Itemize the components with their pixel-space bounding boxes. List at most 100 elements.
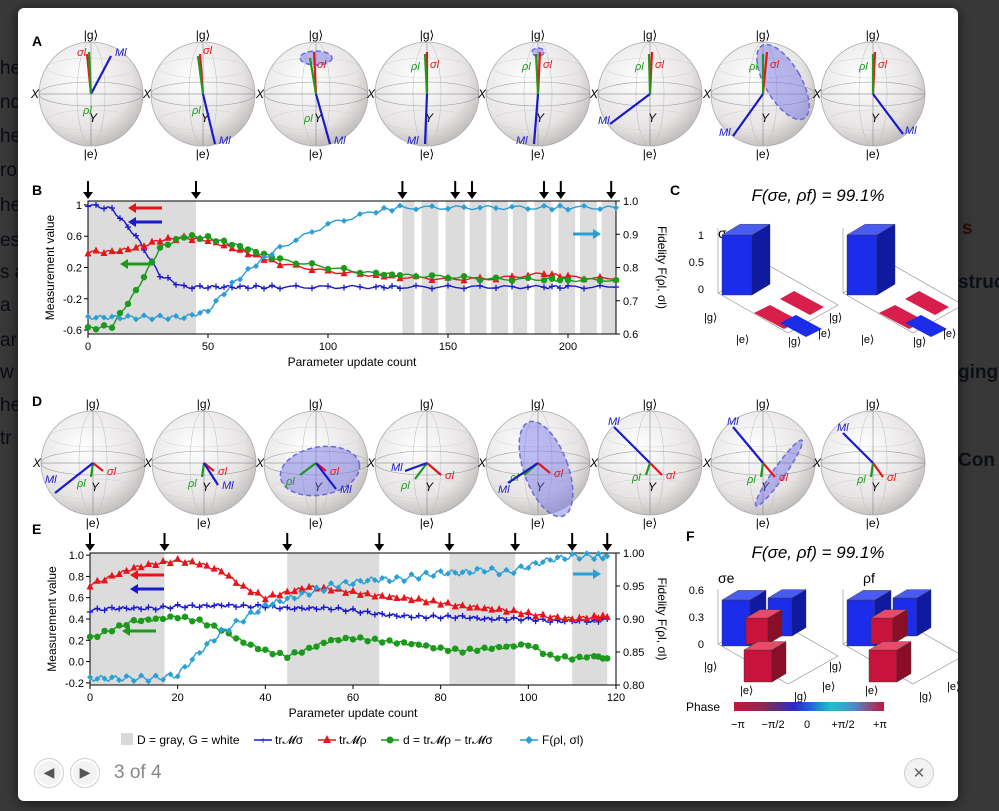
data-point (130, 617, 138, 624)
shaded-region (469, 201, 487, 334)
data-point (93, 576, 101, 584)
data-point (594, 614, 602, 622)
panel-label-c: C (670, 182, 680, 198)
data-point (269, 650, 276, 658)
axis-ket-e: |e⟩ (943, 328, 956, 340)
axis-ket-g: |g⟩ (829, 661, 842, 673)
axis-ket-e: |e⟩ (947, 681, 958, 693)
green-vector (299, 462, 317, 476)
shaded-region (580, 201, 597, 334)
data-point (284, 654, 291, 662)
prev-button[interactable]: ◀ (34, 758, 64, 788)
data-point (92, 246, 100, 254)
flat-tile (905, 291, 949, 315)
data-point (123, 673, 130, 680)
y-tick-label: -0.2 (63, 294, 82, 306)
sigma-vector-label: σl (878, 59, 888, 71)
close-button[interactable]: ✕ (904, 758, 934, 788)
x-axis-title: Parameter update count (289, 706, 418, 720)
data-point (292, 260, 300, 267)
data-point (554, 612, 562, 620)
blue-vector (609, 93, 651, 125)
data-point (400, 593, 408, 601)
data-point (84, 249, 92, 257)
data-point (108, 627, 116, 635)
data-point (508, 277, 516, 284)
legend-d-text: d = tr𝓜ρ − tr𝓜σ (403, 733, 493, 747)
next-button[interactable]: ▶ (70, 758, 100, 788)
data-point (386, 637, 393, 644)
data-point (428, 276, 436, 284)
x-axis-label: X (702, 87, 712, 101)
data-point (386, 578, 393, 585)
data-point (149, 316, 155, 323)
y-axis-label: Y (425, 111, 434, 125)
arrow-down-icon (374, 544, 385, 551)
data-point (211, 637, 218, 644)
data-point (415, 594, 423, 602)
legend-arrow-icon (122, 626, 130, 636)
data-point (225, 571, 233, 579)
blue-vector (872, 93, 904, 135)
ket-e-label: |e⟩ (420, 147, 434, 161)
M-vector-label: Ml (115, 47, 127, 59)
y-axis-label: Y (201, 111, 210, 125)
rho-vector-label: ρl (187, 478, 197, 490)
ket-g-label: |g⟩ (756, 397, 770, 411)
data-point (401, 578, 408, 585)
image-counter: 3 of 4 (114, 762, 162, 783)
blue-vector (404, 461, 428, 473)
data-point (204, 236, 212, 244)
data-point (144, 559, 152, 567)
data-point (240, 618, 247, 625)
data-point (291, 649, 298, 656)
data-point (225, 627, 232, 634)
data-point (166, 559, 174, 567)
phase-tick-0: −π (731, 719, 745, 731)
axis-ket-e: |e⟩ (818, 328, 831, 340)
data-point (269, 601, 276, 608)
data-point (381, 204, 387, 211)
data-point (268, 254, 276, 262)
data-point (349, 636, 357, 643)
data-point (276, 649, 284, 657)
uncertainty-ellipse (531, 47, 545, 57)
shaded-region (491, 201, 508, 334)
red-vector (92, 462, 104, 472)
x-axis-label: X (142, 87, 152, 101)
data-point (293, 237, 299, 244)
panel-c-title: F(σe, ρf) = 99.1% (752, 186, 885, 205)
data-point (532, 559, 539, 566)
axis-ket-e: |e⟩ (822, 681, 835, 693)
x-axis-label: X (812, 456, 822, 470)
data-point (173, 313, 179, 320)
data-point (84, 323, 92, 331)
data-point (233, 617, 240, 624)
red-vector (426, 462, 442, 476)
rho-vector-label: ρl (400, 480, 410, 492)
panel-label-e: E (32, 521, 41, 537)
blue-vector (201, 93, 217, 145)
x-axis-label: X (143, 456, 153, 470)
data-point (210, 564, 218, 572)
data-point (564, 276, 572, 284)
y-tick-label: 0.0 (69, 657, 84, 669)
data-point (452, 569, 459, 576)
y-axis-label: Y (425, 480, 434, 494)
data-point (549, 206, 555, 213)
data-point (276, 255, 284, 262)
M-vector-label: Ml (45, 474, 57, 486)
data-point (93, 314, 99, 321)
bar-front (870, 617, 894, 645)
data-point (356, 590, 364, 598)
data-point (108, 247, 116, 255)
y-tick-label: 0.6 (69, 593, 84, 605)
ket-e-label: |e⟩ (866, 516, 880, 530)
data-point (524, 274, 532, 282)
data-point (196, 649, 203, 656)
data-point (298, 589, 305, 596)
M-vector-label: Ml (837, 422, 849, 434)
data-point (232, 578, 240, 586)
legend-trmsigma-text: tr𝓜σ (275, 733, 304, 747)
data-point (575, 613, 583, 621)
